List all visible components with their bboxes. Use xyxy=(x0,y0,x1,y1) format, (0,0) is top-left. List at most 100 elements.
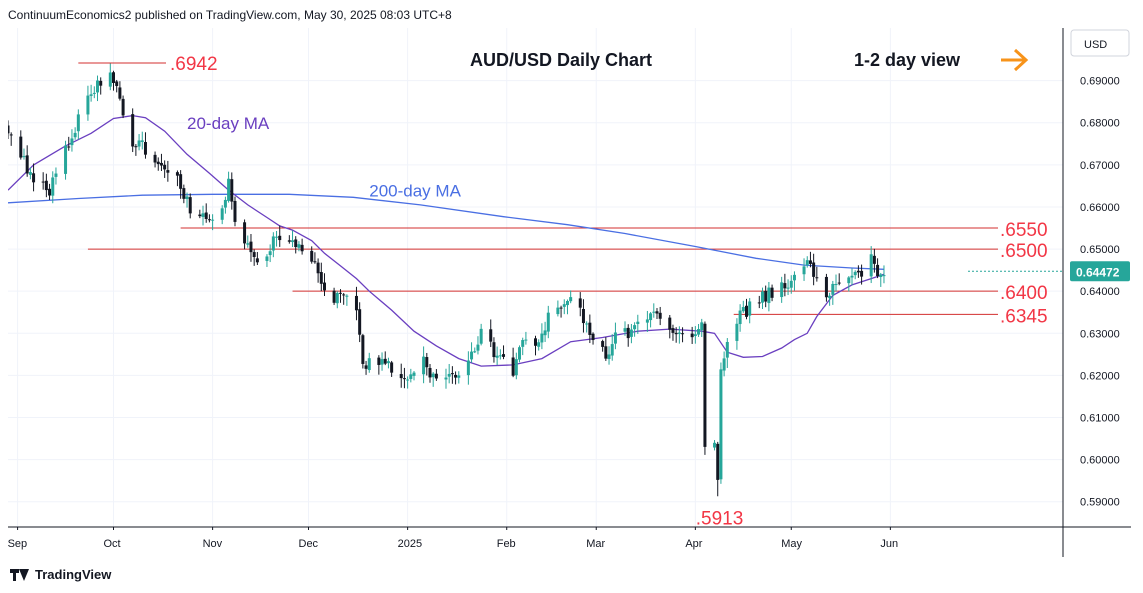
chart-title: AUD/USD Daily Chart xyxy=(470,50,652,70)
candle-body xyxy=(543,330,547,336)
candle-body xyxy=(681,333,685,335)
price-chart[interactable]: .6550.6500 .6400.6345 20-day MA 200-day MA… xyxy=(6,28,1131,557)
candle-body xyxy=(601,341,605,347)
candle-body xyxy=(856,270,860,273)
candle-body xyxy=(581,308,585,324)
candle-body xyxy=(831,283,835,295)
candle-body xyxy=(246,243,250,245)
candle-body xyxy=(546,312,550,332)
candle-body xyxy=(492,342,496,358)
candle-body xyxy=(876,264,880,277)
currency-selector[interactable]: USD xyxy=(1070,29,1130,57)
candle-body xyxy=(249,241,253,253)
candle-body xyxy=(166,170,170,173)
candle-body xyxy=(559,307,563,309)
candle-body xyxy=(268,251,272,256)
candle-body xyxy=(585,323,589,325)
candle-body xyxy=(690,333,694,338)
candle-body xyxy=(335,292,339,304)
candle-body xyxy=(511,357,515,376)
candle-body xyxy=(591,333,595,341)
x-tick-label: Nov xyxy=(203,538,223,550)
candle-body xyxy=(783,283,787,289)
candle-body xyxy=(428,367,432,378)
candle-body xyxy=(28,172,32,175)
candle-body xyxy=(677,332,681,334)
candle-body xyxy=(872,255,876,264)
candle-body xyxy=(613,332,617,344)
candle-body xyxy=(140,140,144,142)
candle-body xyxy=(853,271,857,276)
candle-body xyxy=(521,340,525,347)
candle-body xyxy=(361,335,365,364)
candle-body xyxy=(175,172,179,176)
view-label: 1-2 day view xyxy=(854,50,961,70)
candle-body xyxy=(121,98,125,116)
chart-labels: 20-day MA 200-day MA .6942 .5913 AUD/USD Dai… xyxy=(78,48,1029,529)
y-tick-label: 0.63000 xyxy=(1080,328,1120,340)
candle-body xyxy=(882,275,886,277)
candle-body xyxy=(808,260,812,264)
grid xyxy=(8,28,1063,527)
candle-body xyxy=(789,280,793,288)
candle-body xyxy=(198,214,202,217)
candle-body xyxy=(159,162,163,166)
candle-body xyxy=(502,354,506,357)
candle-body xyxy=(51,177,55,196)
candle-body xyxy=(725,341,729,358)
level-label: .6500 xyxy=(1000,241,1048,262)
candle-body xyxy=(345,295,349,297)
candle-body xyxy=(412,372,416,376)
candle-body xyxy=(802,266,806,275)
ma200-line xyxy=(7,193,885,270)
candle-body xyxy=(204,212,208,219)
chart-area[interactable]: .6550.6500 .6400.6345 20-day MA 200-day MA… xyxy=(6,28,1131,557)
candle-body xyxy=(767,287,771,304)
candle-body xyxy=(524,339,528,341)
x-tick-label: Dec xyxy=(299,538,319,550)
moving-averages xyxy=(7,114,885,367)
tradingview-footer[interactable]: TradingView xyxy=(10,567,111,582)
candle-body xyxy=(869,254,873,277)
x-tick-label: Oct xyxy=(104,538,121,550)
level-label: .6550 xyxy=(1000,220,1048,241)
candle-body xyxy=(313,261,317,263)
candle-body xyxy=(604,346,608,359)
candle-body xyxy=(645,319,649,323)
candle-body xyxy=(383,358,387,364)
candle-body xyxy=(588,322,592,335)
candle-body xyxy=(636,321,640,325)
candle-body xyxy=(323,282,326,291)
candle-body xyxy=(96,80,100,93)
candle-body xyxy=(310,250,314,262)
axes: 0.69000 0.68000 0.67000 0.66000 0.65000 0.640… xyxy=(8,28,1131,557)
candle-body xyxy=(537,342,541,347)
last-price-label: 0.64472 xyxy=(1076,265,1120,279)
candle-body xyxy=(812,262,816,277)
candle-body xyxy=(633,325,637,330)
candle-body xyxy=(342,294,346,296)
candle-body xyxy=(700,322,704,331)
candle-body xyxy=(156,161,160,165)
x-tick-label: 2025 xyxy=(398,538,422,550)
candle-body xyxy=(824,276,828,298)
candle-body xyxy=(745,305,748,317)
candle-body xyxy=(834,284,838,286)
candle-body xyxy=(48,188,52,196)
y-tick-label: 0.60000 xyxy=(1080,455,1120,467)
candle-body xyxy=(287,240,291,242)
candle-body xyxy=(473,351,477,353)
candle-body xyxy=(470,351,474,360)
last-price-bg xyxy=(1070,261,1130,282)
candle-body xyxy=(703,323,707,447)
candle-body xyxy=(489,329,493,342)
candle-body xyxy=(847,277,851,284)
candle-body xyxy=(479,328,483,344)
candle-body xyxy=(671,328,675,333)
candle-body xyxy=(722,358,726,371)
candle-body xyxy=(540,333,544,343)
candle-body xyxy=(626,327,630,339)
candle-body xyxy=(719,369,723,480)
candle-body xyxy=(713,442,717,448)
candle-body xyxy=(390,362,394,373)
